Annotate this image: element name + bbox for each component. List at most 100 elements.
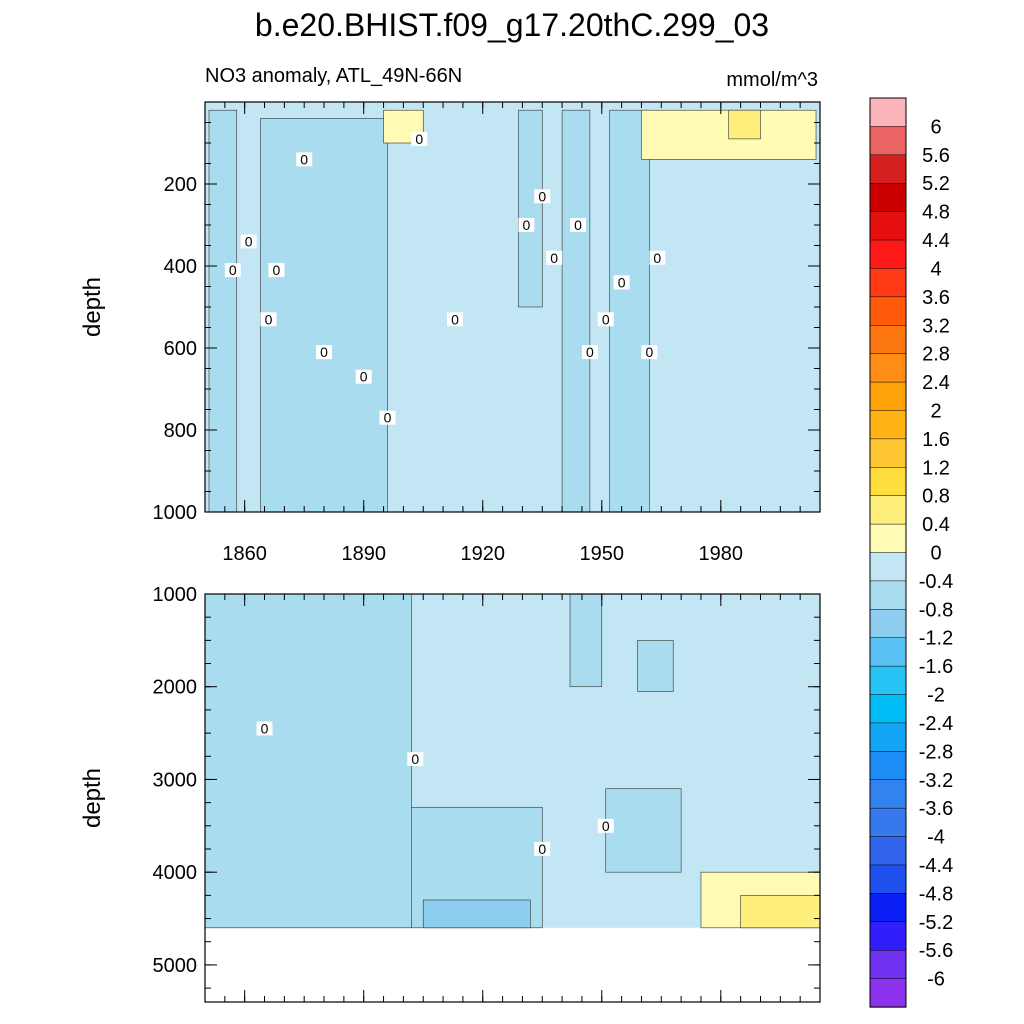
contour-label-box bbox=[518, 218, 535, 232]
contour-label-text: 0 bbox=[602, 311, 610, 327]
contour-label-box bbox=[534, 842, 551, 856]
colorbar-swatch bbox=[869, 978, 907, 1008]
colorbar-label: -3.6 bbox=[919, 798, 953, 820]
colorbar-swatch bbox=[869, 353, 907, 383]
y-tick-label: 3000 bbox=[153, 769, 198, 791]
colorbar-label: -0.4 bbox=[919, 571, 953, 593]
colorbar-swatch bbox=[869, 495, 907, 525]
contour-label-box bbox=[411, 131, 428, 146]
contour-label-box bbox=[446, 312, 463, 327]
contour-label-box bbox=[268, 263, 285, 278]
anomaly-region bbox=[605, 788, 682, 873]
contour-label-text: 0 bbox=[229, 262, 237, 278]
contour-label: 0 bbox=[641, 344, 658, 360]
contour-label-box bbox=[649, 250, 666, 265]
contour-label-box bbox=[256, 721, 273, 736]
colorbar-label: -5.2 bbox=[919, 912, 953, 934]
colorbar-swatch bbox=[869, 864, 907, 895]
colorbar-label: 1.6 bbox=[922, 429, 950, 451]
contour-label-box bbox=[240, 234, 257, 249]
contour-label: 0 bbox=[581, 344, 598, 360]
x-tick-label: 1860 bbox=[222, 543, 267, 565]
colorbar-label: 2.8 bbox=[922, 344, 950, 366]
colorbar-label: 0 bbox=[930, 543, 941, 565]
contour-label: 0 bbox=[296, 151, 313, 167]
chart-title: b.e20.BHIST.f09_g17.20thC.299_03 bbox=[255, 7, 769, 43]
colorbar-label: 5.2 bbox=[922, 173, 950, 195]
contour-label-text: 0 bbox=[300, 151, 308, 167]
contour-label-text: 0 bbox=[602, 818, 610, 834]
contour-label: 0 bbox=[518, 217, 535, 233]
contour-label: 0 bbox=[613, 274, 630, 290]
anomaly-region bbox=[518, 109, 543, 308]
contour-label: 0 bbox=[260, 311, 277, 327]
contour-label-text: 0 bbox=[586, 344, 594, 360]
colorbar-swatch bbox=[869, 779, 907, 809]
colorbar-swatch bbox=[869, 239, 907, 270]
contour-label-box bbox=[379, 410, 396, 425]
y-tick-label: 5000 bbox=[153, 955, 198, 977]
colorbar-label: 5.6 bbox=[922, 145, 950, 167]
contour-label: 0 bbox=[379, 410, 396, 426]
contour-label-text: 0 bbox=[415, 131, 423, 147]
contour-label-box bbox=[224, 263, 241, 278]
colorbar-swatch bbox=[869, 523, 907, 554]
contour-label: 0 bbox=[597, 818, 614, 834]
colorbar-label: 2.4 bbox=[922, 372, 950, 394]
contour-label-box bbox=[581, 345, 598, 360]
colorbar-label: 4 bbox=[930, 258, 941, 280]
colorbar-swatch bbox=[869, 97, 907, 128]
colorbar-label: 6 bbox=[930, 116, 941, 138]
colorbar-label: -2.8 bbox=[919, 741, 953, 763]
contour-label-box bbox=[355, 369, 372, 384]
colorbar-swatch bbox=[869, 182, 907, 213]
contour-label-box bbox=[407, 752, 424, 767]
contour-label-text: 0 bbox=[538, 841, 546, 857]
contour-label-text: 0 bbox=[522, 217, 530, 233]
contour-label-text: 0 bbox=[538, 188, 546, 204]
contour-label-text: 0 bbox=[273, 262, 281, 278]
x-tick-label: 1980 bbox=[699, 543, 744, 565]
contour-label-text: 0 bbox=[550, 250, 558, 266]
contour-label-text: 0 bbox=[645, 344, 653, 360]
colorbar-label: 0.4 bbox=[922, 514, 950, 536]
colorbar-label: -6 bbox=[927, 969, 945, 991]
colorbar-label: -4.8 bbox=[919, 883, 953, 905]
anomaly-region bbox=[204, 593, 412, 929]
colorbar-label: -1.2 bbox=[919, 628, 953, 650]
chart-subtitle: NO3 anomaly, ATL_49N-66N bbox=[205, 65, 462, 87]
x-tick-label: 1920 bbox=[460, 543, 505, 565]
colorbar-swatch bbox=[869, 381, 907, 412]
contour-label-box bbox=[569, 218, 586, 232]
contour-label-text: 0 bbox=[320, 344, 328, 360]
contour-label-text: 0 bbox=[245, 233, 253, 249]
anomaly-region bbox=[637, 640, 674, 692]
colorbar-label: -2 bbox=[927, 685, 945, 707]
colorbar-swatch bbox=[869, 154, 907, 184]
contour-label-box bbox=[597, 312, 614, 327]
colorbar-label: -3.2 bbox=[919, 770, 953, 792]
contour-label-box bbox=[597, 818, 614, 833]
contour-label-box bbox=[546, 250, 563, 265]
contour-label-box bbox=[641, 345, 658, 360]
colorbar-swatch bbox=[869, 126, 907, 156]
contour-label-text: 0 bbox=[384, 410, 392, 426]
contour-label: 0 bbox=[240, 233, 257, 249]
colorbar-swatch bbox=[869, 410, 907, 440]
colorbar-label: 0.8 bbox=[922, 486, 950, 508]
y-tick-label: 1000 bbox=[153, 584, 198, 606]
contour-label: 0 bbox=[597, 311, 614, 327]
contour-label-box bbox=[316, 345, 333, 360]
colorbar-swatch bbox=[869, 211, 907, 241]
colorbar-label: 3.6 bbox=[922, 287, 950, 309]
colorbar-label: -1.6 bbox=[919, 656, 953, 678]
anomaly-region bbox=[422, 899, 531, 929]
anomaly-region bbox=[569, 593, 603, 688]
contour-label: 0 bbox=[268, 262, 285, 278]
colorbar-swatch bbox=[869, 722, 907, 752]
colorbar-swatch bbox=[869, 694, 907, 724]
colorbar-label: 4.4 bbox=[922, 230, 950, 252]
anomaly-region bbox=[561, 109, 591, 513]
y-tick-label: 2000 bbox=[153, 677, 198, 699]
